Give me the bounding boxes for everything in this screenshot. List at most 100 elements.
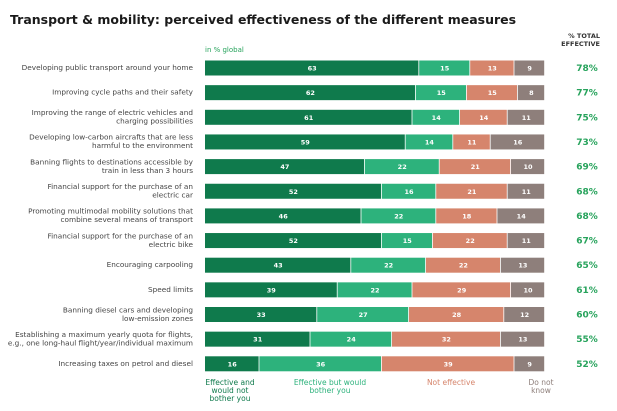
category-label: Banning flights to destinations accessib…	[30, 157, 194, 175]
segment-label: 14	[479, 114, 489, 122]
segment-label: 13	[518, 336, 527, 344]
total-label: 73%	[576, 137, 598, 147]
segment-label: 22	[370, 286, 379, 294]
segment-label: 15	[440, 65, 450, 73]
total-label: 67%	[576, 236, 598, 246]
segment-label: 47	[280, 163, 289, 171]
bar-segment	[517, 85, 545, 101]
bar-segment	[392, 331, 500, 347]
bar-segment	[432, 233, 507, 249]
bar-segment	[351, 257, 426, 273]
totals-title: % TOTAL EFFECTIVE	[561, 32, 600, 48]
segment-label: 22	[384, 262, 393, 270]
category-label: Developing public transport around your …	[22, 63, 194, 72]
bar-segment	[310, 331, 392, 347]
legend-label: Do not know	[528, 378, 553, 395]
bar-segment	[205, 307, 317, 322]
bar-segment	[507, 233, 545, 249]
bar-segment	[507, 109, 545, 125]
category-label: Increasing taxes on petrol and diesel	[58, 359, 193, 368]
bar-segment	[514, 60, 545, 76]
total-label: 78%	[576, 64, 598, 74]
bar-segment	[511, 159, 545, 175]
bar-segment	[205, 257, 351, 273]
bar-segment	[412, 282, 511, 298]
segment-label: 62	[306, 89, 315, 97]
bar-segment	[205, 159, 364, 175]
category-label: Speed limits	[148, 285, 193, 294]
segment-label: 22	[398, 163, 407, 171]
category-label: Banning diesel cars and developing low-em…	[63, 305, 193, 323]
bar-segment	[507, 183, 545, 199]
bar-segment	[205, 183, 381, 199]
segment-label: 16	[513, 138, 523, 146]
segment-label: 11	[522, 237, 532, 245]
bar-segment	[490, 134, 545, 150]
total-label: 75%	[576, 113, 598, 123]
category-label: Developing low-carbon aircrafts that are…	[29, 133, 193, 151]
total-label: 68%	[576, 187, 598, 197]
segment-label: 11	[522, 188, 532, 196]
segment-label: 9	[527, 360, 532, 368]
segment-label: 21	[471, 163, 481, 171]
bar-segment	[504, 307, 545, 322]
legend-label: Effective but would bother you	[294, 378, 367, 395]
segment-label: 22	[459, 262, 468, 270]
category-label: Improving cycle paths and their safety	[52, 88, 194, 97]
bar-segment	[436, 183, 507, 199]
bar-segment	[361, 208, 436, 224]
bar-segment	[436, 208, 497, 224]
bar-segment	[205, 85, 415, 101]
total-label: 60%	[576, 310, 598, 320]
segment-label: 8	[529, 89, 534, 97]
segment-label: 18	[462, 212, 472, 220]
segment-label: 15	[437, 89, 447, 97]
segment-label: 13	[488, 65, 497, 73]
bar-segment	[381, 233, 432, 249]
total-label: 68%	[576, 211, 598, 221]
bar-segment	[381, 356, 514, 372]
subtitle: in % global	[205, 46, 244, 54]
segment-label: 13	[518, 262, 527, 270]
segment-label: 10	[523, 286, 533, 294]
segment-label: 15	[488, 89, 498, 97]
bar-segment	[381, 183, 436, 199]
bar-segment	[205, 356, 259, 372]
bar-segment	[453, 134, 490, 150]
segment-label: 22	[466, 237, 475, 245]
bar-segment	[364, 159, 439, 175]
bar-segment	[205, 282, 337, 298]
segment-label: 61	[304, 114, 314, 122]
bar-segment	[500, 257, 545, 273]
segment-label: 12	[520, 311, 529, 319]
bar-segment	[205, 60, 419, 76]
category-label: Improving the range of electric vehicles…	[32, 108, 194, 126]
total-label: 77%	[576, 88, 598, 98]
bar-segment	[460, 109, 507, 125]
segment-label: 63	[308, 65, 317, 73]
bar-segment	[511, 282, 545, 298]
segment-label: 36	[316, 360, 326, 368]
segment-label: 39	[267, 286, 277, 294]
bar-segment	[466, 85, 517, 101]
bar-segment	[426, 257, 500, 273]
segment-label: 32	[442, 336, 451, 344]
category-label: Promoting multimodal mobility solutions …	[28, 207, 193, 225]
bar-segment	[497, 208, 545, 224]
category-label: Financial support for the purchase of an…	[47, 182, 193, 200]
bar-segment	[337, 282, 412, 298]
total-label: 55%	[576, 335, 598, 345]
bar-segment	[409, 307, 504, 322]
segment-label: 10	[523, 163, 533, 171]
segment-label: 11	[467, 138, 477, 146]
segment-label: 59	[301, 138, 311, 146]
legend-label: Effective and would not bother you	[205, 378, 254, 403]
total-label: 69%	[576, 162, 598, 172]
bar-segment	[412, 109, 460, 125]
bar-segment	[259, 356, 381, 372]
bar-segment	[205, 233, 381, 249]
bar-segment	[205, 331, 310, 347]
legend-label: Not effective	[427, 378, 476, 387]
segment-label: 14	[425, 138, 435, 146]
chart-title: Transport & mobility: perceived effectiv…	[10, 12, 516, 27]
